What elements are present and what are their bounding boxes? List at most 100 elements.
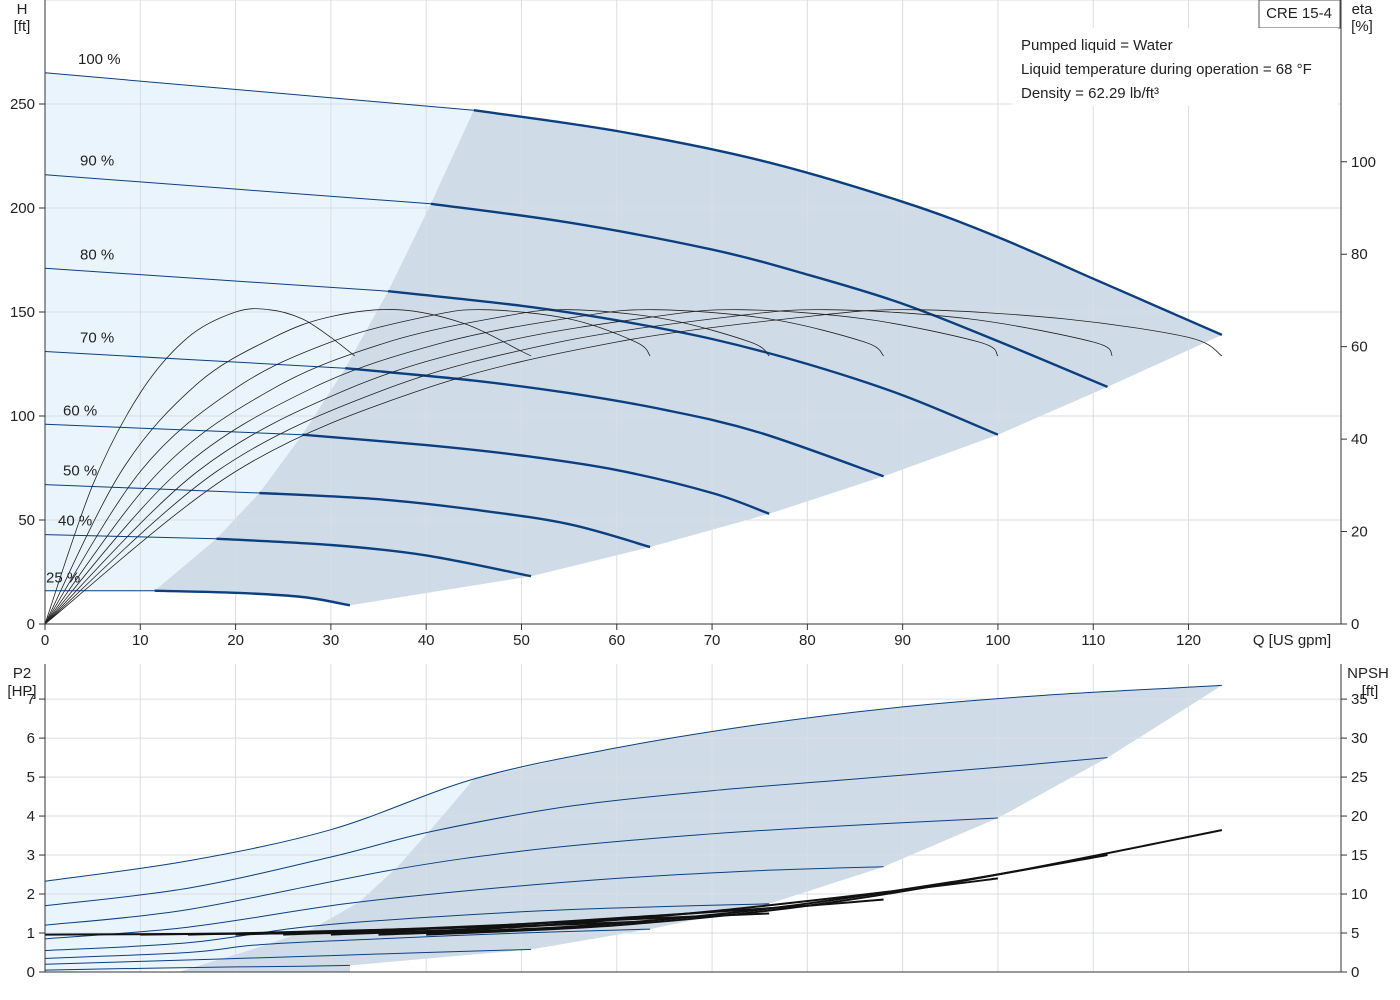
bottom-right-tick-label: 25 <box>1351 769 1368 786</box>
bottom-right-axis-label-1: NPSH <box>1347 665 1389 682</box>
x-tick-label: 90 <box>894 632 911 649</box>
x-tick-label: 80 <box>799 632 816 649</box>
head-curve-operating <box>216 537 532 578</box>
top-right-tick-label: 0 <box>1351 616 1359 633</box>
bottom-right-tick-label: 10 <box>1351 886 1368 903</box>
head-curve-part-load <box>44 484 260 494</box>
top-right-axis-label-2: [%] <box>1351 18 1373 35</box>
conditions-notes: Pumped liquid = Water Liquid temperature… <box>1012 28 1338 106</box>
efficiency-curve <box>44 309 770 625</box>
top-left-tick-label: 100 <box>10 408 35 425</box>
top-axes: 0 10 20 30 40 50 60 70 80 90 100 110 120050100150200… <box>10 0 1376 649</box>
head-curve-operating <box>154 589 351 607</box>
power-curve <box>44 948 532 965</box>
power-curve <box>44 684 1222 882</box>
model-label-box: CRE 15-4 <box>1258 0 1341 29</box>
x-tick-label: 110 <box>1081 632 1105 649</box>
top-left-tick-label: 200 <box>10 200 35 217</box>
efficiency-curve <box>44 309 1223 625</box>
x-tick-label: 120 <box>1176 632 1201 649</box>
speed-curve-label: 70 % <box>80 330 114 347</box>
power-curve <box>44 866 884 940</box>
efficiency-curve <box>44 309 999 625</box>
x-tick-label: 100 <box>985 632 1010 649</box>
note-liquid-temperature: Liquid temperature during operation = 68… <box>1021 61 1312 78</box>
top-right-tick-label: 20 <box>1351 524 1368 541</box>
note-density: Density = 62.29 lb/ft³ <box>1021 85 1159 102</box>
bottom-left-tick-label: 2 <box>27 886 35 903</box>
head-curve-operating <box>259 491 651 549</box>
bottom-left-tick-label: 6 <box>27 730 35 747</box>
speed-curve-label: 25 % <box>46 570 80 587</box>
model-label: CRE 15-4 <box>1266 5 1332 22</box>
bottom-right-tick-label: 0 <box>1351 964 1359 981</box>
head-curve-part-load <box>44 534 217 540</box>
efficiency-curve <box>44 309 532 625</box>
efficiency-curve <box>44 309 884 625</box>
x-tick-label: 50 <box>513 632 530 649</box>
bottom-right-tick-label: 20 <box>1351 808 1368 825</box>
efficiency-curve <box>44 308 355 625</box>
bottom-right-axis-label-2: [ft] <box>1362 683 1379 700</box>
x-tick-label: 30 <box>323 632 340 649</box>
power-curve <box>44 757 1108 907</box>
speed-curve-label: 60 % <box>63 402 97 419</box>
bottom-axes: 0 1 2 3 4 5 6 7 0 5 10 15 20 25 30 35 <box>27 664 1368 981</box>
top-left-axis-label-2: [ft] <box>14 18 31 35</box>
top-left-tick-label: 150 <box>10 304 35 321</box>
top-dark-region <box>154 110 1222 606</box>
head-curve-operating <box>430 202 1108 389</box>
top-right-tick-label: 100 <box>1351 154 1376 171</box>
top-left-axis-label-1: H <box>17 1 28 18</box>
bottom-right-tick-label: 30 <box>1351 730 1368 747</box>
bottom-dark-region <box>178 685 1222 972</box>
head-curve-part-load <box>44 174 431 205</box>
bottom-operating-region <box>45 685 1222 972</box>
head-curve-operating <box>302 433 770 515</box>
npsh-curve <box>44 932 350 936</box>
top-curves: 100 % 90 % 80 % 70 % 60 % 50 % 40 % 25 % <box>44 51 1223 625</box>
speed-curve-label: 40 % <box>58 513 92 530</box>
head-curve-part-load <box>44 267 389 292</box>
bottom-left-axis-label-1: P2 <box>13 665 31 682</box>
x-tick-label: 40 <box>418 632 435 649</box>
top-right-axis-label-1: eta <box>1352 1 1374 18</box>
top-right-tick-label: 40 <box>1351 431 1368 448</box>
speed-curve-label: 90 % <box>80 153 114 170</box>
power-curve <box>44 964 350 971</box>
head-curve-operating <box>387 290 999 436</box>
note-pumped-liquid: Pumped liquid = Water <box>1021 37 1173 54</box>
x-tick-label: 20 <box>227 632 244 649</box>
top-right-tick-label: 80 <box>1351 246 1368 263</box>
power-curve <box>44 817 998 926</box>
head-curve-operating <box>473 109 1223 337</box>
bottom-left-tick-label: 3 <box>27 847 35 864</box>
bottom-left-tick-label: 5 <box>27 769 35 786</box>
bottom-left-tick-label: 4 <box>27 808 35 825</box>
x-tick-label: 60 <box>608 632 625 649</box>
x-tick-label: 0 <box>41 632 49 649</box>
speed-curve-label: 50 % <box>63 463 97 480</box>
power-curve <box>44 928 651 959</box>
bottom-right-tick-label: 15 <box>1351 847 1368 864</box>
top-left-tick-label: 50 <box>18 512 35 529</box>
bottom-left-tick-label: 7 <box>27 691 35 708</box>
bottom-left-tick-label: 1 <box>27 925 35 942</box>
top-left-tick-label: 250 <box>10 96 35 113</box>
head-curve-operating <box>345 367 884 478</box>
x-tick-label: 70 <box>704 632 721 649</box>
bottom-curves <box>44 684 1223 971</box>
efficiency-curve <box>44 309 651 625</box>
x-tick-label: 10 <box>132 632 149 649</box>
x-axis-label: Q [US gpm] <box>1253 632 1331 649</box>
bottom-right-tick-label: 35 <box>1351 691 1368 708</box>
bottom-left-axis-label-2: [HP] <box>7 683 36 700</box>
speed-curve-label: 80 % <box>80 246 114 263</box>
top-right-tick-label: 60 <box>1351 339 1368 356</box>
top-left-tick-label: 0 <box>27 616 35 633</box>
bottom-right-tick-label: 5 <box>1351 925 1359 942</box>
speed-curve-label: 100 % <box>78 51 121 68</box>
bottom-left-tick-label: 0 <box>27 964 35 981</box>
efficiency-curve <box>44 309 1113 625</box>
